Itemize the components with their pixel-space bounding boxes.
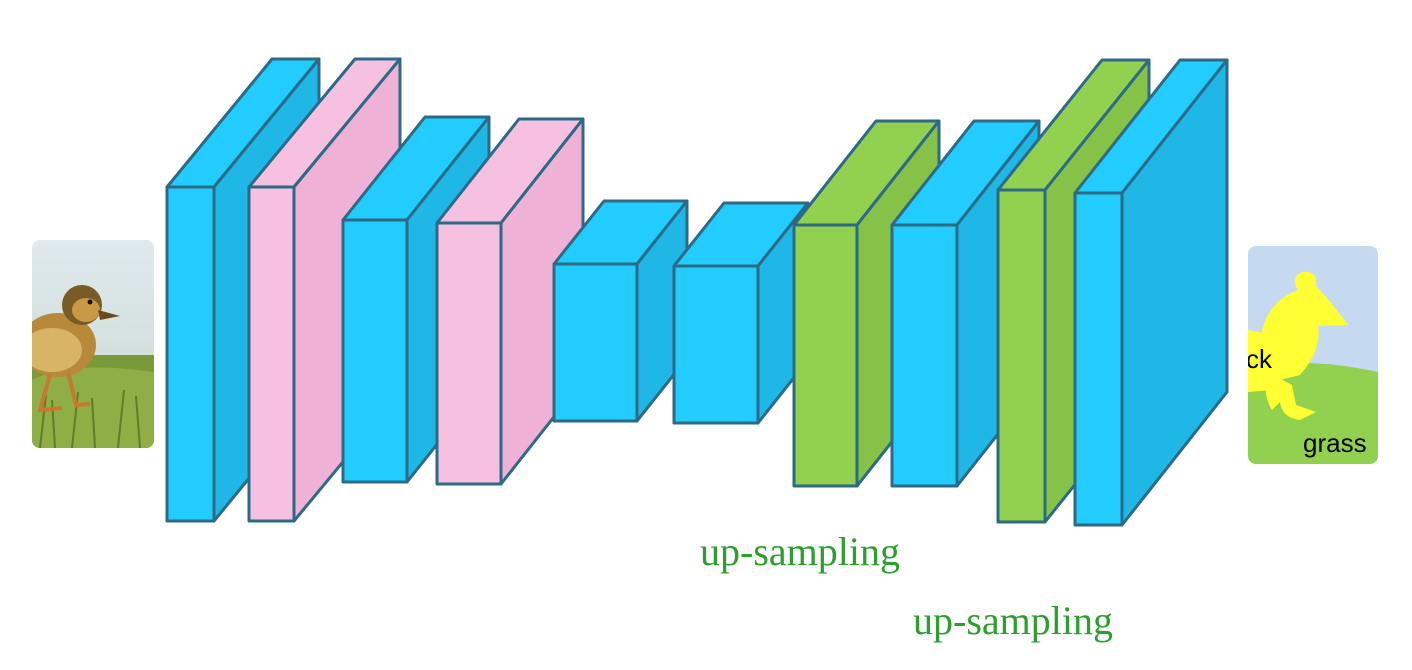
segment-label-grass: grass <box>1303 428 1367 458</box>
pool-2-front-face <box>435 221 503 486</box>
conv-4-block <box>672 201 810 425</box>
duckling-icon <box>32 285 120 413</box>
conv-6-front-face <box>1073 191 1124 527</box>
segment-label-duck: ck <box>1246 344 1273 374</box>
conv-6-block <box>1073 58 1229 527</box>
conv-3-front-face <box>552 262 639 423</box>
input-image <box>32 240 154 448</box>
output-segmentation: ck grass <box>1246 246 1378 464</box>
pool-1-front-face <box>247 185 296 523</box>
conv-1-front-face <box>165 185 216 523</box>
upsample-2-front-face <box>996 188 1047 524</box>
upsampling-label-1: up-sampling <box>700 529 900 574</box>
conv-4-front-face <box>672 264 760 425</box>
conv-2-front-face <box>341 218 409 484</box>
duck-segment-icon <box>1248 271 1348 420</box>
pool-2-block <box>435 117 585 486</box>
conv-5-front-face <box>890 223 959 488</box>
network-layers <box>165 57 1229 527</box>
upsampling-label-2: up-sampling <box>913 598 1113 643</box>
upsample-1-front-face <box>792 223 859 488</box>
